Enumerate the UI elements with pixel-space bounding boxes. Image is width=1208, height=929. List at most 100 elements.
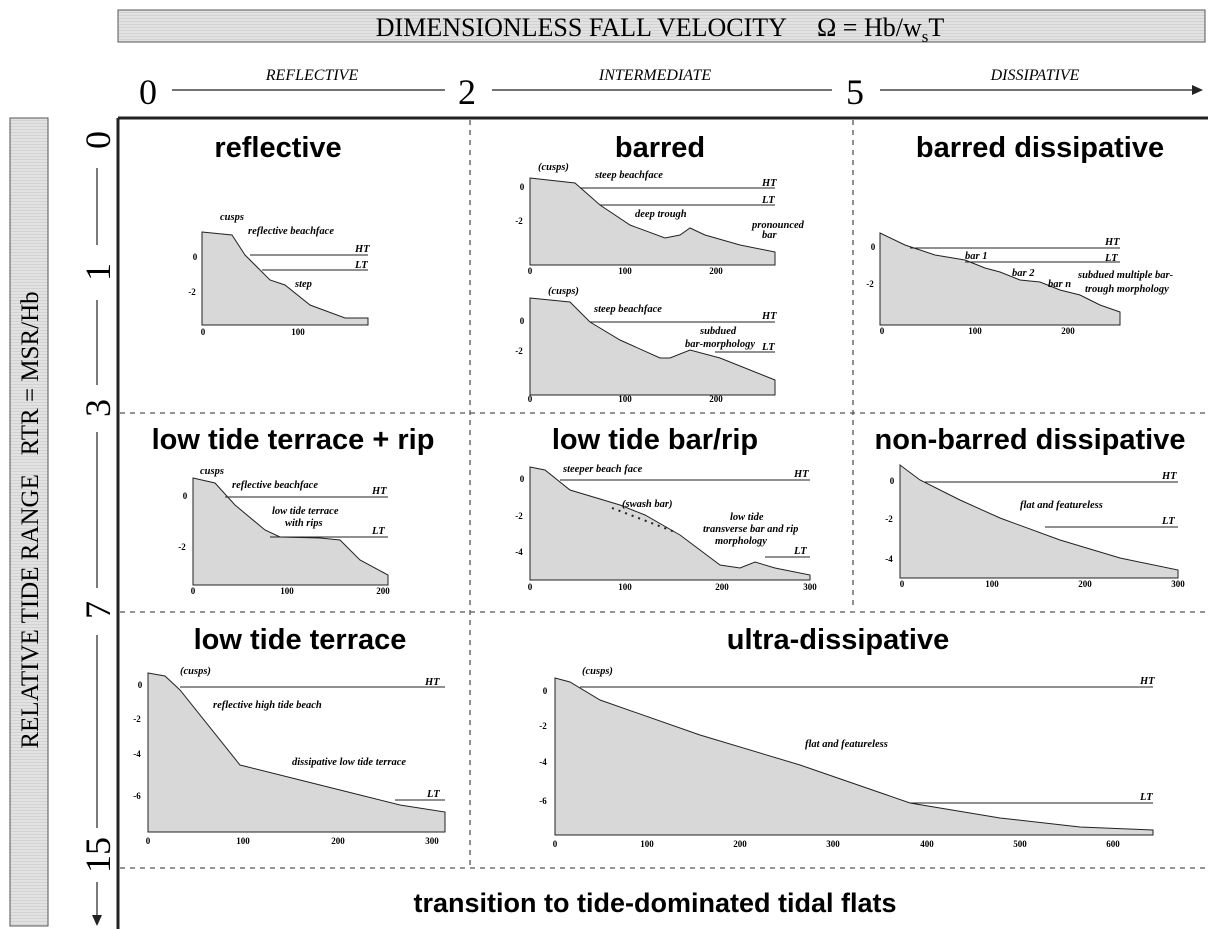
profile bbox=[193, 478, 388, 585]
x-tick-label: 0 bbox=[528, 266, 533, 276]
y-tick-label: -2 bbox=[515, 511, 523, 521]
profile-label: steep beachface bbox=[593, 304, 662, 315]
y-tick-label: 0 bbox=[520, 474, 525, 484]
panel-title: ultra-dissipative bbox=[727, 624, 949, 656]
y-tick-label: -6 bbox=[539, 796, 547, 806]
y-tick-label: 0 bbox=[543, 686, 548, 696]
formula: Ω = Hb/w bbox=[817, 13, 922, 42]
y-tick-label: -2 bbox=[539, 721, 547, 731]
profile-label: LT bbox=[1139, 792, 1153, 803]
rtr-tick: 0 bbox=[78, 131, 118, 149]
y-tick-label: -4 bbox=[515, 547, 523, 557]
x-tick-label: 0 bbox=[900, 579, 905, 589]
formula-end: T bbox=[928, 13, 944, 42]
x-tick-label: 300 bbox=[1171, 579, 1185, 589]
zone-label: INTERMEDIATE bbox=[598, 67, 712, 84]
profile-label: HT bbox=[371, 486, 387, 497]
profile-label: LT bbox=[761, 195, 775, 206]
panel-title: non-barred dissipative bbox=[874, 424, 1185, 456]
x-tick-label: 100 bbox=[640, 839, 654, 849]
y-tick-label: -2 bbox=[188, 287, 196, 297]
profile-label: HT bbox=[1139, 676, 1155, 687]
y-tick-label: 0 bbox=[183, 491, 188, 501]
panel-title: barred bbox=[615, 132, 705, 164]
profile-label: with rips bbox=[285, 518, 323, 529]
panel-title: reflective bbox=[214, 132, 341, 164]
profile-label: LT bbox=[354, 260, 368, 271]
x-tick-label: 200 bbox=[376, 586, 390, 596]
page: DIMENSIONLESS FALL VELOCITY Ω = Hb/wsT RE… bbox=[0, 0, 1208, 929]
x-tick-label: 200 bbox=[1078, 579, 1092, 589]
profile-label: LT bbox=[371, 526, 385, 537]
x-tick-label: 200 bbox=[1061, 326, 1075, 336]
profile-label: cusps bbox=[220, 212, 244, 223]
x-tick-label: 100 bbox=[985, 579, 999, 589]
rtr-tick: 1 bbox=[78, 263, 118, 281]
diagram: DIMENSIONLESS FALL VELOCITY Ω = Hb/wsT RE… bbox=[0, 0, 1208, 929]
panel-title: low tide bar/rip bbox=[552, 424, 758, 456]
profile-label: HT bbox=[1104, 237, 1120, 248]
panel-title: low tide terrace + rip bbox=[152, 424, 435, 456]
profile-label: reflective beachface bbox=[232, 480, 318, 491]
x-tick-label: 0 bbox=[880, 326, 885, 336]
profile-label: bar n bbox=[1048, 279, 1071, 290]
x-tick-label: 600 bbox=[1106, 839, 1120, 849]
y-tick-label: -4 bbox=[885, 554, 893, 564]
profile-label: (cusps) bbox=[548, 286, 579, 297]
x-tick-label: 0 bbox=[528, 582, 533, 592]
y-tick-label: -4 bbox=[539, 757, 547, 767]
profile-label: LT bbox=[761, 342, 775, 353]
y-tick-label: -2 bbox=[866, 279, 874, 289]
profile-label: HT bbox=[424, 677, 440, 688]
y-tick-label: 0 bbox=[871, 242, 876, 252]
header-title-text: DIMENSIONLESS FALL VELOCITY bbox=[376, 13, 787, 42]
omega-tick: 2 bbox=[458, 72, 476, 112]
y-tick-label: -2 bbox=[178, 542, 186, 552]
profile-label: HT bbox=[354, 244, 370, 255]
profile-label: (cusps) bbox=[582, 666, 613, 677]
profile-label: morphology bbox=[715, 536, 767, 547]
profile-label: bar-morphology bbox=[685, 339, 755, 350]
y-tick-label: -2 bbox=[133, 714, 141, 724]
profile-label: steep beachface bbox=[594, 170, 663, 181]
profile-label: bar 1 bbox=[965, 251, 987, 262]
profile-label: steeper beach face bbox=[562, 464, 643, 475]
profile-label: low tide terrace bbox=[272, 506, 339, 517]
panel-title: barred dissipative bbox=[916, 132, 1164, 164]
profile-label: LT bbox=[426, 789, 440, 800]
x-tick-label: 100 bbox=[236, 836, 250, 846]
x-tick-label: 300 bbox=[425, 836, 439, 846]
profile bbox=[530, 178, 775, 265]
rtr-tick: 3 bbox=[78, 399, 118, 417]
profile-label: transverse bar and rip bbox=[703, 524, 798, 535]
y-tick-label: 0 bbox=[193, 252, 198, 262]
zone-label: DISSIPATIVE bbox=[990, 67, 1080, 84]
formula-sub: s bbox=[922, 27, 929, 46]
zone-label: REFLECTIVE bbox=[265, 67, 359, 84]
profile-label: step bbox=[294, 279, 312, 290]
profile-label: pronounced bbox=[751, 220, 805, 231]
y-tick-label: -4 bbox=[133, 749, 141, 759]
profile-label: cusps bbox=[200, 466, 224, 477]
y-tick-label: -2 bbox=[885, 514, 893, 524]
arrow-head bbox=[92, 915, 102, 926]
profile-label: reflective beachface bbox=[248, 226, 334, 237]
x-tick-label: 200 bbox=[709, 266, 723, 276]
profile-label: HT bbox=[1161, 471, 1177, 482]
profile-label: dissipative low tide terrace bbox=[292, 757, 406, 768]
x-tick-label: 100 bbox=[618, 394, 632, 404]
y-tick-label: 0 bbox=[520, 182, 525, 192]
profile-label: low tide bbox=[730, 512, 764, 523]
x-tick-label: 300 bbox=[803, 582, 817, 592]
profile bbox=[148, 673, 445, 832]
x-tick-label: 0 bbox=[553, 839, 558, 849]
profile-label: flat and featureless bbox=[805, 739, 888, 750]
x-tick-label: 200 bbox=[733, 839, 747, 849]
profile bbox=[202, 232, 368, 325]
arrow-head bbox=[1192, 85, 1203, 95]
profile-label: HT bbox=[793, 469, 809, 480]
profile-label: LT bbox=[1161, 516, 1175, 527]
profile-label: (cusps) bbox=[538, 162, 569, 173]
x-tick-label: 0 bbox=[146, 836, 151, 846]
y-tick-label: -2 bbox=[515, 216, 523, 226]
